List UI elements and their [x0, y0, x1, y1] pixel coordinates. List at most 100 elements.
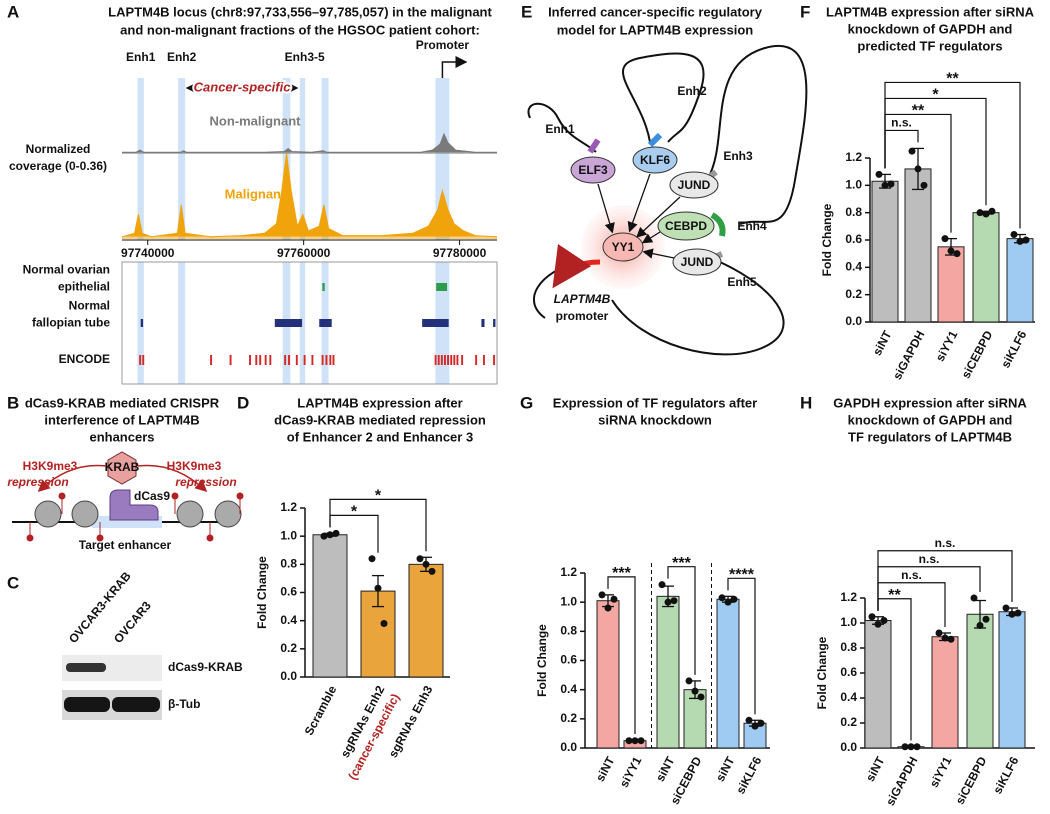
factor-label: JUND — [681, 255, 714, 269]
replicate-point — [604, 604, 612, 612]
enhancer-hook — [587, 138, 601, 154]
replicate-point — [745, 716, 753, 724]
band-label: dCas9-KRAB — [168, 660, 243, 674]
chromatin — [527, 44, 808, 356]
significance-bracket — [667, 566, 696, 675]
enhancer-region — [178, 78, 186, 240]
replicate-point — [718, 594, 726, 602]
track-segment — [440, 355, 443, 365]
track-segment — [255, 355, 258, 365]
panel-title: and non-malignant fractions of the HGSOC… — [120, 22, 480, 37]
x-tick-label: siNT — [870, 328, 895, 358]
y-tick-label: 0.2 — [280, 641, 297, 655]
bar — [656, 595, 680, 749]
replicate-point — [875, 170, 883, 178]
repression-arrow — [37, 464, 107, 493]
factor-label: YY1 — [612, 240, 635, 254]
annotation: Cancer-specific — [194, 79, 292, 94]
panel-letter: B — [7, 393, 19, 412]
significance-label: n.s. — [935, 536, 956, 550]
y-tick-label: 0.6 — [560, 653, 577, 667]
track-segment — [493, 355, 496, 365]
y-axis-label: Normalized — [26, 142, 91, 156]
panel-letter: A — [7, 2, 19, 21]
blot-band — [66, 663, 106, 672]
factor — [632, 146, 678, 174]
replicate-point — [880, 617, 888, 624]
x-tick-label: siKLF6 — [733, 754, 764, 796]
x-tick-label: siNT — [653, 754, 678, 784]
replicate-point — [988, 207, 996, 215]
track-segment — [443, 355, 446, 365]
y-tick-label: 1.0 — [560, 594, 577, 608]
krab-shape — [107, 451, 137, 485]
replicate-point — [610, 595, 618, 603]
replicate-point — [1016, 237, 1024, 245]
effect-label: repression — [175, 475, 236, 489]
factor — [672, 248, 722, 276]
panel-title: dCas9-KRAB mediated CRISPR — [25, 395, 220, 410]
y-tick-label: 0.8 — [840, 640, 857, 654]
track-segment — [142, 355, 145, 365]
y-tick-label: 0.6 — [845, 232, 862, 246]
y-axis-label: Fold Change — [535, 624, 549, 697]
y-axis-label: Fold Change — [255, 556, 269, 629]
x-tick-label: siGAPDH — [890, 328, 927, 382]
panel-title: enhancers — [89, 429, 154, 444]
y-tick-label: 0.8 — [280, 557, 297, 571]
region-label: Enh1 — [126, 50, 156, 64]
track-label: epithelial — [58, 280, 110, 294]
replicate-point — [724, 598, 732, 606]
significance-label: n.s. — [901, 568, 922, 582]
replicate-point — [664, 598, 672, 606]
protein-label: dCas9 — [134, 489, 170, 503]
significance-label: **** — [729, 567, 755, 584]
significance-label: * — [932, 87, 939, 104]
x-tick-label: 97760000 — [277, 246, 331, 260]
enhancer-hook — [710, 212, 726, 237]
replicate-point — [637, 737, 645, 745]
significance-label: n.s. — [919, 552, 940, 566]
track-segment — [303, 355, 306, 365]
x-tick-label: siKLF6 — [990, 754, 1021, 796]
replicate-point — [428, 567, 436, 575]
replicate-point — [901, 743, 909, 751]
promoter-label: promoter — [556, 309, 609, 323]
y-tick-label: 1.2 — [560, 565, 577, 579]
track-segment — [259, 355, 262, 365]
methyl-marks — [26, 492, 244, 542]
replicate-point — [320, 532, 328, 540]
y-tick-label: 0.4 — [280, 613, 297, 627]
replicate-point — [685, 677, 693, 685]
enhancer-region — [137, 78, 144, 240]
track-segment — [329, 355, 332, 365]
replicate-point — [326, 531, 334, 539]
panel-e: E Inferred cancer-specific regulatory mo… — [521, 2, 808, 356]
track-segment — [229, 355, 232, 365]
replicate-point — [631, 737, 639, 745]
track-segment — [249, 355, 252, 365]
track-segment — [481, 319, 485, 327]
replicate-point — [416, 555, 424, 563]
y-tick-label: 0.4 — [845, 260, 862, 274]
bar — [312, 534, 348, 678]
enhancer-region — [178, 262, 186, 384]
panel-title: interference of LAPTM4B — [44, 412, 199, 427]
x-tick-label: siCEBPD — [959, 328, 996, 381]
factor — [669, 171, 719, 199]
series-label: Non-malignant — [210, 113, 302, 128]
track-segment — [288, 355, 291, 365]
x-tick-label: siNT — [593, 754, 618, 784]
panel-letter: C — [7, 573, 19, 592]
y-tick-label: 1.2 — [845, 150, 862, 164]
y-axis-label: Fold Change — [820, 203, 834, 276]
replicate-point — [914, 165, 922, 173]
y-tick-label: 0.0 — [280, 669, 297, 683]
coverage-area — [121, 152, 498, 238]
x-tick-label: siGAPDH — [883, 754, 920, 808]
track-segment — [140, 319, 144, 327]
x-tick-label: siNT — [863, 754, 888, 784]
x-tick-label: siYY1 — [927, 754, 955, 790]
annotation-box — [121, 261, 498, 385]
